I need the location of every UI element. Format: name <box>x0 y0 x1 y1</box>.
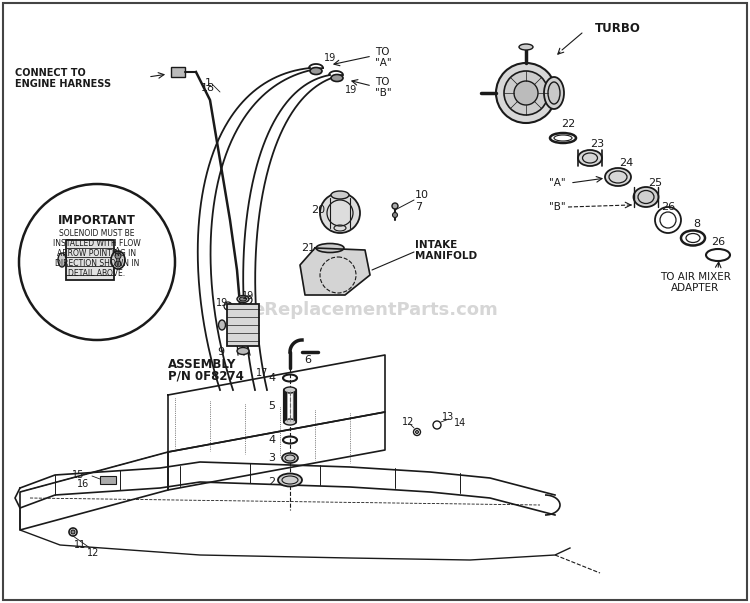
Bar <box>66 240 114 280</box>
Ellipse shape <box>284 387 296 393</box>
Text: 20: 20 <box>311 205 325 215</box>
Text: 21: 21 <box>301 243 315 253</box>
Text: 12: 12 <box>87 548 99 558</box>
Circle shape <box>320 193 360 233</box>
Text: 11: 11 <box>74 540 86 550</box>
Ellipse shape <box>331 75 343 81</box>
Circle shape <box>416 431 419 434</box>
Ellipse shape <box>58 253 66 267</box>
Text: DIRECTION SHOWN IN: DIRECTION SHOWN IN <box>55 259 140 268</box>
Ellipse shape <box>544 77 564 109</box>
Text: A: A <box>116 247 121 256</box>
Text: TURBO: TURBO <box>595 22 640 34</box>
Text: 12: 12 <box>402 417 414 427</box>
Text: 19: 19 <box>345 85 357 95</box>
Circle shape <box>514 81 538 105</box>
Text: ADAPTER: ADAPTER <box>670 283 719 293</box>
Circle shape <box>115 261 121 267</box>
Ellipse shape <box>605 168 631 186</box>
Ellipse shape <box>331 191 349 199</box>
Circle shape <box>392 203 398 209</box>
Text: P/N 0F8274: P/N 0F8274 <box>168 370 244 382</box>
Bar <box>171 67 185 77</box>
Ellipse shape <box>284 419 296 425</box>
Ellipse shape <box>239 297 247 301</box>
Ellipse shape <box>578 150 602 166</box>
Ellipse shape <box>634 187 658 207</box>
Text: 23: 23 <box>590 139 604 149</box>
Circle shape <box>504 71 548 115</box>
Text: ASSEMBLY: ASSEMBLY <box>168 359 236 371</box>
Ellipse shape <box>218 320 226 330</box>
Ellipse shape <box>237 295 249 303</box>
Text: IMPORTANT: IMPORTANT <box>58 213 136 227</box>
Text: 6: 6 <box>304 355 311 365</box>
Ellipse shape <box>548 82 560 104</box>
Text: 13: 13 <box>442 412 454 422</box>
Text: SOLENOID MUST BE: SOLENOID MUST BE <box>59 230 135 239</box>
Bar <box>100 476 116 484</box>
Text: 16: 16 <box>76 479 89 489</box>
Ellipse shape <box>111 251 125 269</box>
Text: 26: 26 <box>711 237 725 247</box>
Polygon shape <box>300 248 370 295</box>
Text: 5: 5 <box>268 401 275 411</box>
Ellipse shape <box>316 244 344 253</box>
Text: TO: TO <box>375 77 389 87</box>
Text: "A": "A" <box>549 178 566 188</box>
Text: TO: TO <box>375 47 389 57</box>
Ellipse shape <box>282 453 298 463</box>
Text: MANIFOLD: MANIFOLD <box>415 251 477 261</box>
Text: "B": "B" <box>375 88 392 98</box>
Text: 14: 14 <box>454 418 466 428</box>
Text: 8: 8 <box>694 219 700 229</box>
Text: DETAIL ABOVE.: DETAIL ABOVE. <box>68 270 125 279</box>
Text: 9: 9 <box>217 347 224 357</box>
Text: 22: 22 <box>561 119 575 129</box>
Text: 4: 4 <box>268 435 275 445</box>
Ellipse shape <box>519 44 533 50</box>
Text: 19: 19 <box>242 291 254 301</box>
Text: ENGINE HARNESS: ENGINE HARNESS <box>15 79 111 89</box>
Text: 18: 18 <box>201 83 215 93</box>
Text: eReplacementParts.com: eReplacementParts.com <box>252 301 498 319</box>
Text: 3: 3 <box>268 453 275 463</box>
Text: 2: 2 <box>268 477 275 487</box>
Circle shape <box>392 212 398 218</box>
Text: CONNECT TO: CONNECT TO <box>15 68 86 78</box>
Text: "B": "B" <box>549 202 566 212</box>
Ellipse shape <box>278 473 302 487</box>
Text: 1: 1 <box>205 78 212 88</box>
Ellipse shape <box>310 68 322 75</box>
Circle shape <box>496 63 556 123</box>
Text: ARROW POINTING IN: ARROW POINTING IN <box>58 250 136 259</box>
Text: 10: 10 <box>415 190 429 200</box>
Text: TO AIR MIXER: TO AIR MIXER <box>659 272 730 282</box>
FancyBboxPatch shape <box>227 304 259 346</box>
Text: INTAKE: INTAKE <box>415 240 458 250</box>
Circle shape <box>71 530 75 534</box>
Circle shape <box>115 253 121 259</box>
Text: 15: 15 <box>72 470 84 480</box>
Text: 4: 4 <box>268 373 275 383</box>
Text: 7: 7 <box>415 202 422 212</box>
Ellipse shape <box>237 347 249 355</box>
Text: 26: 26 <box>661 202 675 212</box>
Text: 25: 25 <box>648 178 662 188</box>
Text: 24: 24 <box>619 158 633 168</box>
Text: INSTALLED WITH FLOW: INSTALLED WITH FLOW <box>53 239 141 248</box>
Text: "A": "A" <box>375 58 392 68</box>
Text: 19: 19 <box>216 298 228 308</box>
Text: 17: 17 <box>256 368 268 378</box>
Text: 19: 19 <box>324 53 336 63</box>
